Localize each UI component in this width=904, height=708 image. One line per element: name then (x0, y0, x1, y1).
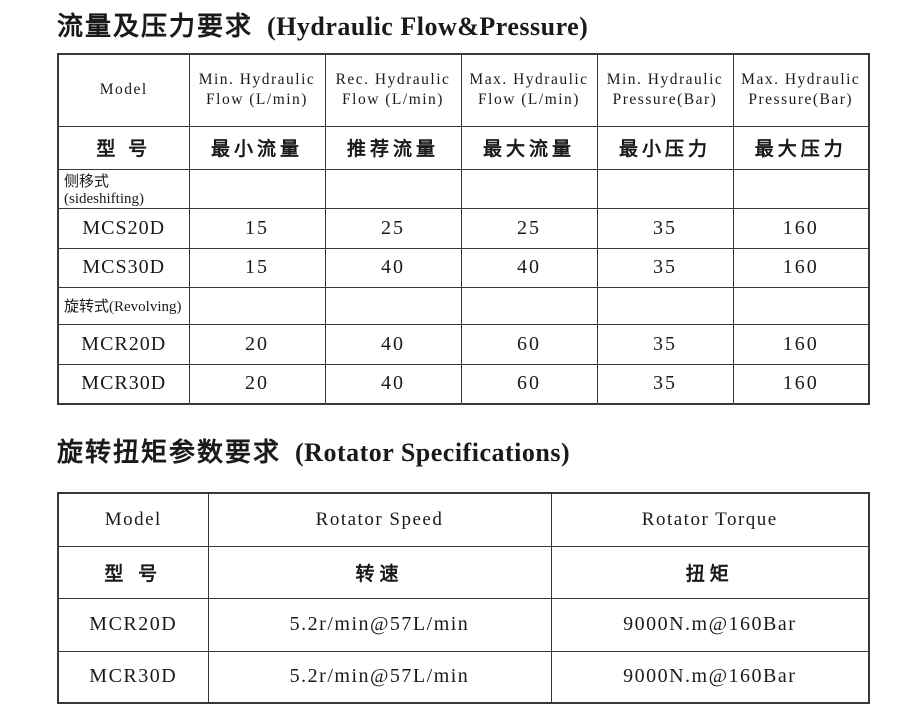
model-cell: MCR30D (57, 650, 209, 704)
sideshifting-section-row: 侧移式(sideshifting) (57, 168, 870, 209)
table-row-mcs30d: MCS30D 15 40 40 35 160 (57, 247, 870, 288)
torque-cell: 9000N.m@160Bar (550, 597, 870, 652)
rotator-header-row-chinese: 型 号 转速 扭矩 (57, 545, 870, 599)
header-text: Flow (L/min) (342, 91, 444, 109)
empty-cell (596, 286, 734, 325)
header-text: Rec. Hydraulic (335, 71, 451, 89)
speed-cell: 5.2r/min@57L/min (207, 597, 552, 652)
empty-cell (460, 286, 598, 325)
flow-header-rec-flow: Rec. Hydraulic Flow (L/min) (324, 53, 462, 127)
header-text: Model (99, 81, 148, 99)
table-row-mcr20d: MCR20D 20 40 60 35 160 (57, 323, 870, 365)
value-cell: 15 (188, 247, 326, 288)
value-cell: 160 (732, 323, 870, 365)
value-cell: 35 (596, 247, 734, 288)
value-cell: 15 (188, 207, 326, 249)
rotator-header-speed-zh: 转速 (207, 545, 552, 599)
section-label-revolving: 旋转式(Revolving) (57, 286, 190, 325)
model-cell: MCS30D (57, 247, 190, 288)
model-cell: MCS20D (57, 207, 190, 249)
rotator-specifications-table: Model Rotator Speed Rotator Torque 型 号 转… (57, 492, 870, 704)
value-cell: 60 (460, 323, 598, 365)
header-text: Max. Hydraulic (469, 71, 589, 89)
empty-cell (732, 168, 870, 209)
flow-header-max-flow-zh: 最大流量 (460, 125, 598, 170)
value-cell: 40 (324, 323, 462, 365)
value-cell: 20 (188, 363, 326, 405)
flow-header-max-flow: Max. Hydraulic Flow (L/min) (460, 53, 598, 127)
rotator-section-title: 旋转扭矩参数要求 (Rotator Specifications) (57, 432, 570, 469)
value-cell: 160 (732, 363, 870, 405)
value-cell: 40 (460, 247, 598, 288)
torque-cell: 9000N.m@160Bar (550, 650, 870, 704)
flow-header-row-chinese: 型 号 最小流量 推荐流量 最大流量 最小压力 最大压力 (57, 125, 870, 170)
flow-header-min-pressure-zh: 最小压力 (596, 125, 734, 170)
revolving-section-row: 旋转式(Revolving) (57, 286, 870, 325)
empty-cell (188, 168, 326, 209)
value-cell: 40 (324, 247, 462, 288)
value-cell: 25 (324, 207, 462, 249)
header-text: Flow (L/min) (478, 91, 580, 109)
rotator-title-chinese: 旋转扭矩参数要求 (57, 438, 282, 467)
value-cell: 20 (188, 323, 326, 365)
rotator-header-speed: Rotator Speed (207, 492, 552, 547)
header-text: Flow (L/min) (206, 91, 308, 109)
table-row-rotator-mcr30d: MCR30D 5.2r/min@57L/min 9000N.m@160Bar (57, 650, 870, 704)
rotator-header-torque: Rotator Torque (550, 492, 870, 547)
flow-header-min-pressure: Min. Hydraulic Pressure(Bar) (596, 53, 734, 127)
flow-title-english: (Hydraulic Flow&Pressure) (267, 12, 589, 41)
speed-cell: 5.2r/min@57L/min (207, 650, 552, 704)
flow-header-rec-flow-zh: 推荐流量 (324, 125, 462, 170)
model-cell: MCR20D (57, 323, 190, 365)
value-cell: 25 (460, 207, 598, 249)
header-text: Pressure(Bar) (612, 91, 718, 109)
value-cell: 160 (732, 207, 870, 249)
empty-cell (188, 286, 326, 325)
hydraulic-flow-pressure-table: Model Min. Hydraulic Flow (L/min) Rec. H… (57, 53, 870, 405)
flow-header-row-english: Model Min. Hydraulic Flow (L/min) Rec. H… (57, 53, 870, 127)
flow-pressure-section-title: 流量及压力要求 (Hydraulic Flow&Pressure) (57, 6, 588, 43)
section-label-sideshifting: 侧移式(sideshifting) (57, 168, 190, 209)
header-text: Pressure(Bar) (748, 91, 854, 109)
empty-cell (732, 286, 870, 325)
empty-cell (324, 168, 462, 209)
flow-header-model: Model (57, 53, 190, 127)
value-cell: 40 (324, 363, 462, 405)
rotator-header-model: Model (57, 492, 209, 547)
rotator-title-english: (Rotator Specifications) (295, 438, 571, 467)
rotator-header-row-english: Model Rotator Speed Rotator Torque (57, 492, 870, 547)
empty-cell (596, 168, 734, 209)
table-row-mcs20d: MCS20D 15 25 25 35 160 (57, 207, 870, 249)
rotator-header-model-zh: 型 号 (57, 545, 209, 599)
header-text: Max. Hydraulic (741, 71, 861, 89)
table-row-rotator-mcr20d: MCR20D 5.2r/min@57L/min 9000N.m@160Bar (57, 597, 870, 652)
table-row-mcr30d: MCR30D 20 40 60 35 160 (57, 363, 870, 405)
header-text: Min. Hydraulic (198, 71, 316, 89)
empty-cell (324, 286, 462, 325)
rotator-header-torque-zh: 扭矩 (550, 545, 870, 599)
value-cell: 60 (460, 363, 598, 405)
value-cell: 35 (596, 207, 734, 249)
model-cell: MCR30D (57, 363, 190, 405)
flow-header-max-pressure: Max. Hydraulic Pressure(Bar) (732, 53, 870, 127)
empty-cell (460, 168, 598, 209)
flow-title-chinese: 流量及压力要求 (57, 12, 254, 41)
value-cell: 160 (732, 247, 870, 288)
flow-header-max-pressure-zh: 最大压力 (732, 125, 870, 170)
value-cell: 35 (596, 363, 734, 405)
model-cell: MCR20D (57, 597, 209, 652)
flow-header-min-flow: Min. Hydraulic Flow (L/min) (188, 53, 326, 127)
header-text: Min. Hydraulic (606, 71, 724, 89)
flow-header-min-flow-zh: 最小流量 (188, 125, 326, 170)
value-cell: 35 (596, 323, 734, 365)
flow-header-model-zh: 型 号 (57, 125, 190, 170)
